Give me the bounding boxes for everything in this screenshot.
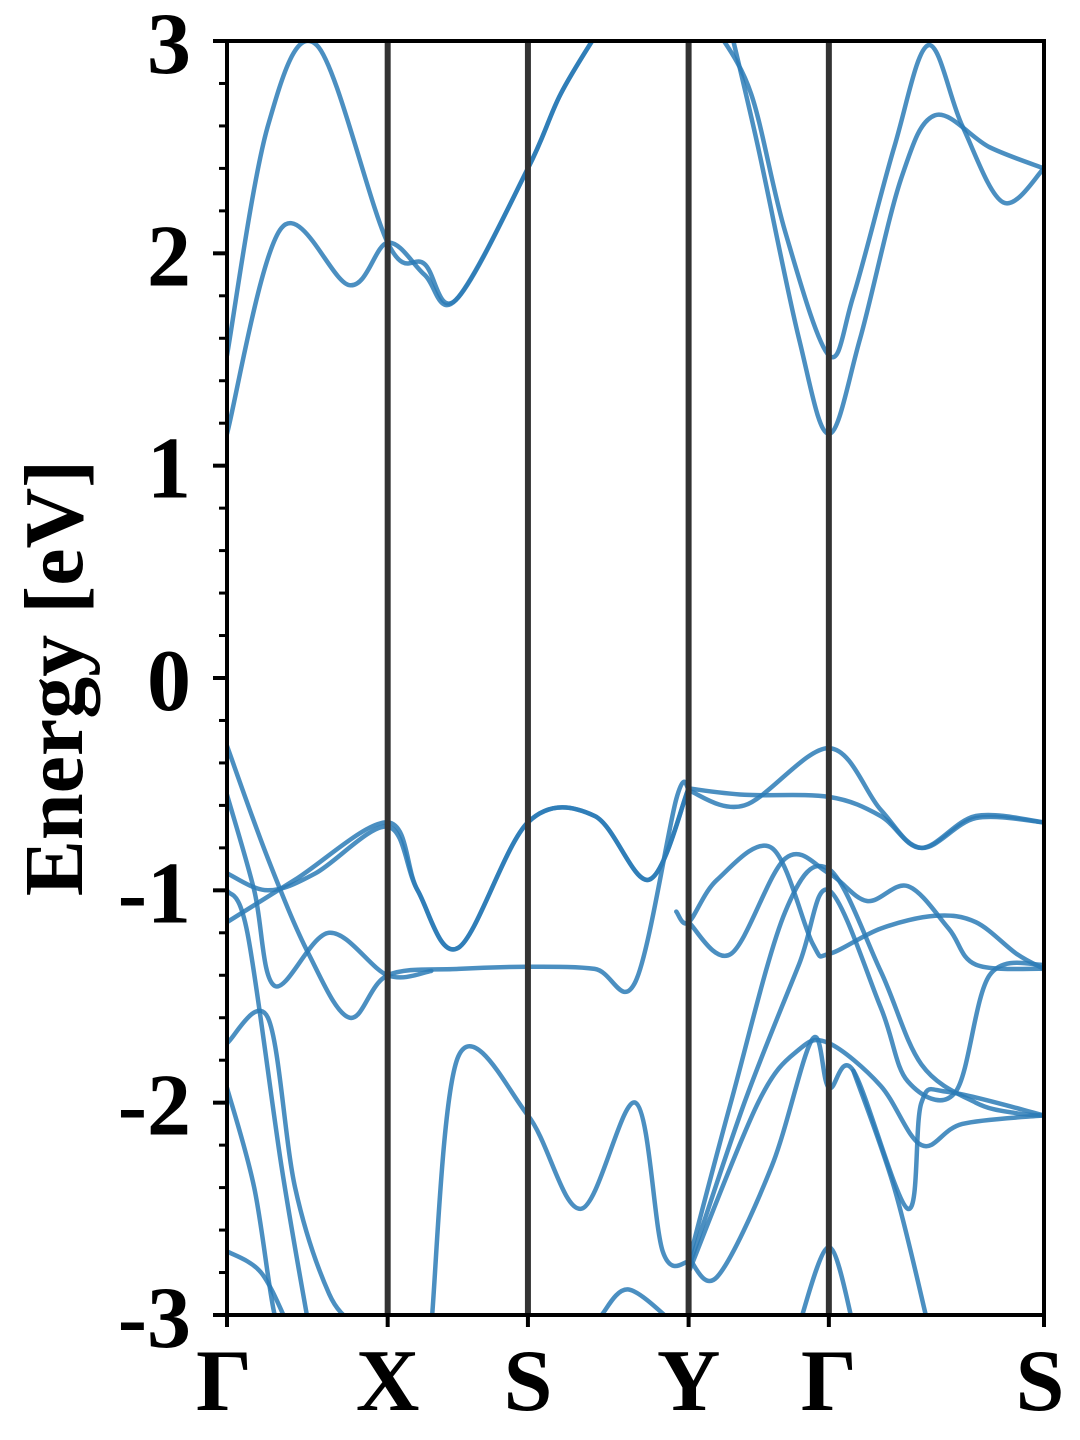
band-line-4: [721, 41, 1044, 360]
band-line-9: [686, 745, 1044, 851]
band-line-1: [227, 41, 595, 358]
x-tick-label-4: Y: [657, 1333, 721, 1430]
x-tick-label-1: Γ: [196, 1333, 252, 1430]
band-line-21: [686, 1037, 1044, 1275]
band-line-22: [686, 1034, 1044, 1283]
x-tick-label-6: S: [1016, 1333, 1065, 1430]
band-line-7: [227, 786, 691, 952]
x-tick-label-5: Γ: [801, 1333, 857, 1430]
band-line-17: [429, 1044, 691, 1315]
band-line-15: [227, 1085, 278, 1315]
band-line-13: [227, 1008, 347, 1315]
band-line-18: [599, 1287, 668, 1315]
band-line-2: [227, 41, 595, 437]
bands-layer: [227, 41, 1044, 1315]
high-symmetry-lines: [225, 41, 1046, 1327]
y-tick-label-4: 0: [147, 633, 191, 730]
band-line-19: [686, 863, 1044, 1265]
band-line-12: [674, 843, 1044, 972]
y-tick-label-5: -1: [118, 845, 191, 942]
y-tick-labels: 3 2 1 0 -1 -2 -3: [118, 0, 191, 1367]
band-line-20: [686, 887, 1044, 1271]
band-line-3: [731, 41, 1044, 437]
band-line-24: [851, 1068, 929, 1315]
band-line-16: [227, 1249, 286, 1315]
y-tick-label-1: 3: [147, 0, 191, 93]
band-line-11: [686, 851, 1044, 972]
band-line-14: [227, 888, 310, 1315]
y-tick-label-2: 2: [147, 208, 191, 305]
y-tick-label-3: 1: [147, 421, 191, 518]
y-tick-label-6: -2: [118, 1058, 191, 1155]
x-tick-label-2: X: [356, 1333, 420, 1430]
band-line-5: [227, 743, 691, 1020]
y-ticks: [213, 39, 227, 1317]
plot-frame: [225, 39, 1046, 1317]
y-axis-label: Energy [eV]: [8, 460, 101, 896]
x-tick-label-3: S: [503, 1333, 552, 1430]
y-tick-label-7: -3: [118, 1270, 191, 1367]
